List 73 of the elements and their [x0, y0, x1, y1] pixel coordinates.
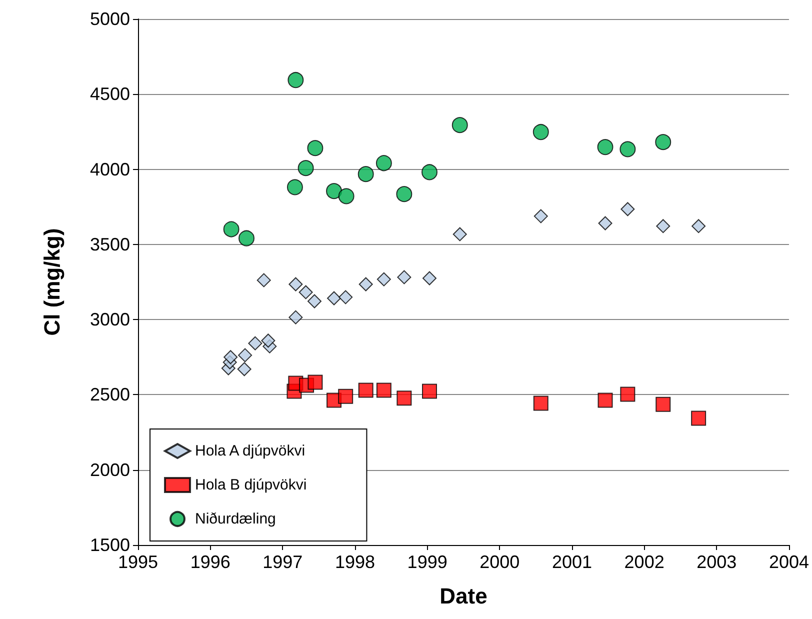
- point: [656, 219, 670, 234]
- point: [223, 221, 240, 238]
- point: [691, 410, 706, 426]
- point: [620, 386, 636, 402]
- x-tick-label: 2000: [480, 552, 520, 572]
- point: [326, 183, 342, 200]
- point: [532, 124, 549, 140]
- point: [655, 134, 672, 150]
- x-tick-label: 1996: [190, 552, 230, 572]
- y-tick-label: 3000: [90, 310, 130, 330]
- point: [376, 155, 392, 172]
- point: [396, 390, 412, 406]
- point: [422, 384, 437, 399]
- point: [422, 164, 438, 180]
- point: [307, 140, 324, 156]
- y-tick-label: 3500: [90, 234, 130, 254]
- point: [396, 186, 412, 202]
- point: [248, 336, 262, 350]
- y-axis-title: Cl (mg/kg): [40, 228, 64, 336]
- point: [598, 392, 613, 408]
- legend-label: Hola A djúpvökvi: [195, 442, 306, 460]
- x-tick-label: 2003: [696, 552, 737, 572]
- x-tick-label: 2002: [624, 552, 664, 572]
- point: [452, 227, 467, 242]
- point: [338, 188, 354, 204]
- y-tick-label: 1500: [90, 535, 130, 555]
- point: [308, 374, 323, 390]
- point: [358, 166, 374, 182]
- y-tick-label: 2500: [90, 384, 130, 405]
- point: [533, 396, 548, 411]
- point: [286, 179, 303, 196]
- point: [598, 216, 612, 230]
- point: [620, 202, 635, 216]
- point: [261, 334, 276, 348]
- legend-label: Niðurdæling: [195, 510, 276, 528]
- x-tick-label: 1999: [407, 552, 448, 572]
- point: [288, 72, 304, 88]
- point: [534, 209, 548, 224]
- x-tick-label: 2001: [552, 552, 592, 572]
- point: [327, 291, 342, 306]
- x-tick-label: 1997: [262, 552, 303, 572]
- point: [298, 160, 314, 176]
- point: [422, 271, 436, 286]
- point: [358, 277, 373, 292]
- point: [298, 285, 313, 300]
- y-tick-label: 2000: [90, 460, 130, 480]
- point: [358, 382, 374, 398]
- y-tick-label: 5000: [90, 9, 130, 29]
- x-tick-label: 1998: [334, 552, 376, 572]
- x-tick-label: 1995: [118, 552, 158, 572]
- point: [288, 277, 303, 292]
- point: [620, 141, 636, 158]
- point: [238, 348, 252, 362]
- point: [397, 270, 412, 284]
- point: [656, 396, 671, 412]
- point: [256, 273, 271, 288]
- y-tick-label: 4500: [90, 84, 130, 104]
- legend-label: Hola B djúpvökvi: [195, 476, 307, 494]
- point: [338, 290, 353, 304]
- point: [692, 219, 706, 234]
- y-tick-label: 4000: [90, 159, 130, 180]
- point: [238, 230, 254, 246]
- point: [376, 272, 391, 286]
- x-tick-label: 2004: [768, 552, 809, 572]
- point: [288, 310, 303, 324]
- point: [307, 294, 322, 308]
- x-axis-title: Date: [440, 584, 488, 608]
- point: [338, 388, 354, 404]
- point: [452, 117, 468, 134]
- point: [597, 139, 614, 156]
- point: [376, 382, 392, 398]
- point: [237, 362, 252, 376]
- point: [224, 350, 238, 364]
